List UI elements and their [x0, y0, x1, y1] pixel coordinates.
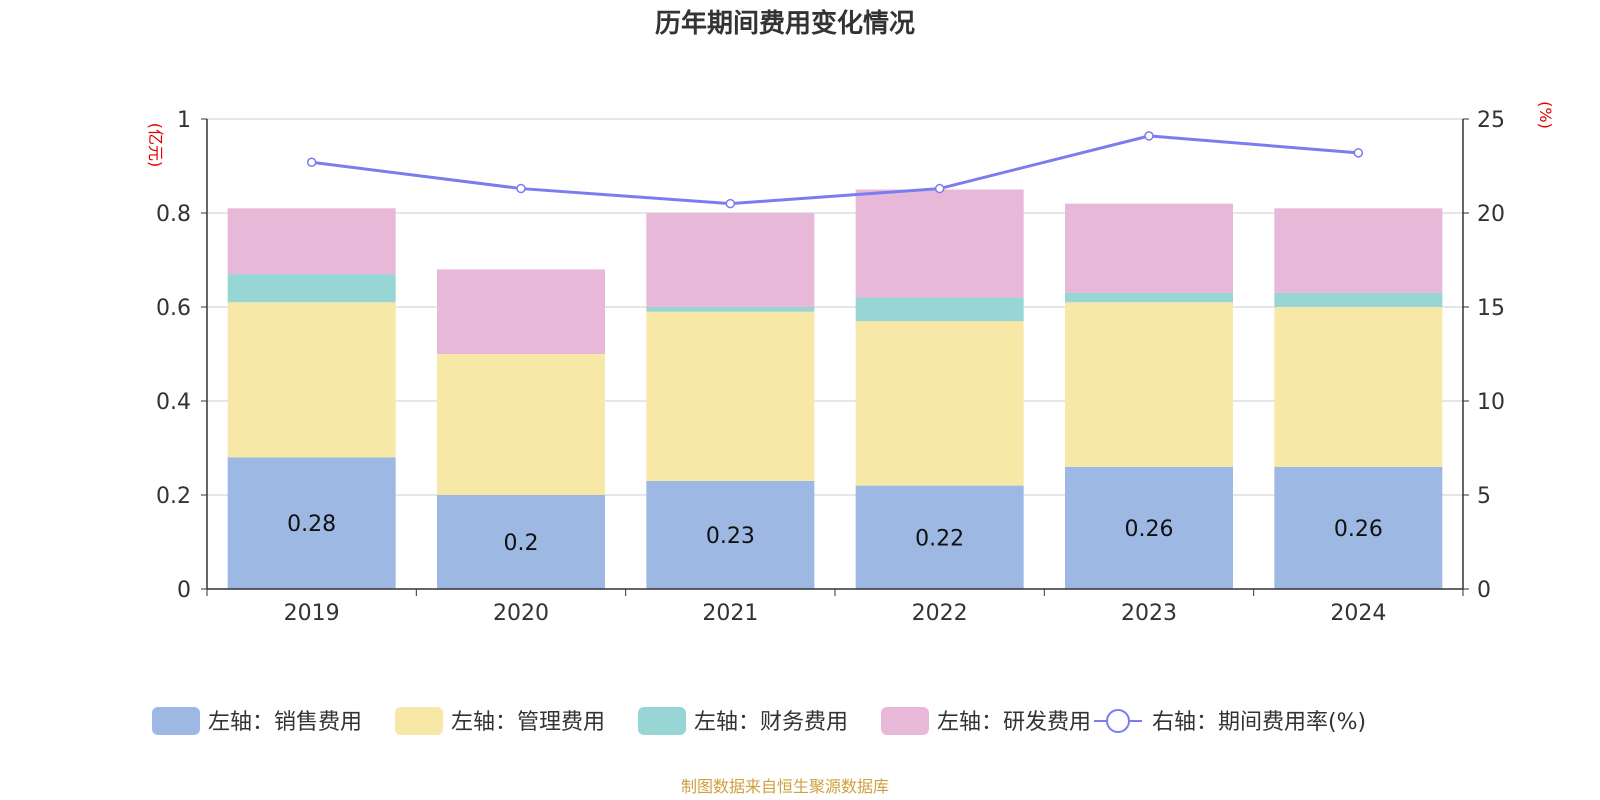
- left-axis-unit: (亿元): [146, 123, 165, 168]
- bar-segment: [227, 208, 396, 275]
- legend-line-marker: [1106, 709, 1130, 733]
- bar-data-label: 0.26: [1334, 517, 1383, 542]
- x-tick-label: 2024: [1330, 601, 1386, 626]
- bar-segment: [1065, 292, 1233, 303]
- right-tick-label: 10: [1477, 390, 1505, 415]
- bar-data-label: 0.23: [706, 524, 755, 549]
- rate-line-path: [311, 134, 1359, 206]
- bar-data-label: 0.22: [915, 526, 964, 551]
- bar-segment: [1274, 292, 1443, 307]
- bar-segment: [1274, 307, 1443, 467]
- bar-segment: [646, 307, 815, 312]
- legend-label: 右轴：期间费用率(%): [1152, 710, 1366, 735]
- left-tick-label: 0: [177, 578, 191, 603]
- bar-segment: [1274, 466, 1443, 589]
- bar-segment: [855, 189, 1024, 298]
- right-tick-label: 15: [1477, 296, 1505, 321]
- legend: 左轴：销售费用 左轴：管理费用 左轴：财务费用 左轴：研发费用 右轴：期间费用率(%): [152, 707, 1366, 735]
- bar-segment: [855, 321, 1024, 486]
- bar-segment: [437, 495, 605, 589]
- rate-line-point: [516, 183, 526, 194]
- x-tick-label: 2019: [284, 601, 340, 626]
- left-tick-label: 0.8: [156, 202, 191, 227]
- right-tick-label: 0: [1477, 578, 1491, 603]
- x-tick-label: 2022: [912, 601, 968, 626]
- right-tick-label: 25: [1477, 108, 1505, 133]
- bar-segment: [437, 269, 605, 354]
- right-tick-label: 5: [1477, 484, 1491, 509]
- bar-segment: [1065, 466, 1233, 589]
- bar-segment: [437, 354, 605, 495]
- legend-label: 左轴：财务费用: [694, 710, 848, 735]
- bar-segment: [646, 311, 815, 481]
- bar-segment: [227, 302, 396, 458]
- bar-segment: [855, 485, 1024, 589]
- rate-line-point: [1144, 131, 1154, 141]
- bar-data-label: 0.26: [1125, 517, 1174, 542]
- data-source-note: 制图数据来自恒生聚源数据库: [681, 777, 889, 796]
- bar-data-label: 0.28: [287, 512, 336, 537]
- bars: 0.28 0.2 0.23 0.22 0.26 0.26: [227, 189, 1443, 589]
- right-axis-unit: (%): [1536, 101, 1555, 129]
- rate-line: [306, 131, 1364, 209]
- rate-line-point: [725, 198, 736, 209]
- x-tick-label: 2021: [702, 601, 758, 626]
- legend-label: 左轴：销售费用: [208, 710, 362, 735]
- chart-title: 历年期间费用变化情况: [655, 8, 915, 39]
- grid: [207, 118, 1463, 496]
- legend-swatch: [638, 707, 686, 735]
- bar-segment: [227, 457, 396, 589]
- left-tick-label: 0.4: [156, 390, 191, 415]
- legend-swatch: [881, 707, 929, 735]
- bar-segment: [1274, 208, 1443, 293]
- bar-data-label: 0.2: [504, 531, 539, 556]
- legend-label: 左轴：研发费用: [937, 710, 1091, 735]
- legend-swatch: [152, 707, 200, 735]
- x-tick-label: 2020: [493, 601, 549, 626]
- left-tick-label: 0.2: [156, 484, 191, 509]
- left-tick-label: 1: [177, 108, 191, 133]
- rate-line-point: [306, 157, 317, 167]
- legend-swatch: [395, 707, 443, 735]
- bar-segment: [855, 297, 1024, 322]
- bar-segment: [1065, 203, 1233, 293]
- bar-segment: [1065, 302, 1233, 467]
- rate-line-point: [1353, 148, 1364, 158]
- bar-segment: [227, 274, 396, 303]
- left-tick-label: 0.6: [156, 296, 191, 321]
- right-tick-label: 20: [1477, 202, 1505, 227]
- bar-segment: [646, 480, 815, 589]
- rate-line-point: [934, 183, 945, 194]
- bar-segment: [646, 213, 815, 307]
- legend-label: 左轴：管理费用: [451, 710, 605, 735]
- x-tick-label: 2023: [1121, 601, 1177, 626]
